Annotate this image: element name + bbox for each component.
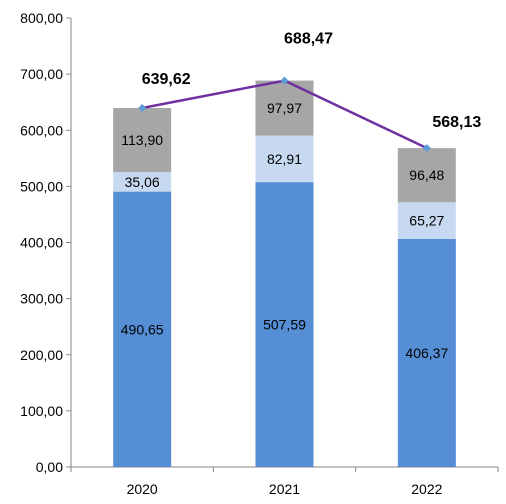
- y-tick-label: 600,00: [20, 122, 63, 138]
- bar-segment: [113, 191, 172, 467]
- y-tick-label: 100,00: [20, 403, 63, 419]
- data-label: 65,27: [409, 213, 444, 229]
- x-tick-label: 2020: [127, 481, 158, 497]
- y-tick-label: 200,00: [20, 347, 63, 363]
- y-tick-label: 300,00: [20, 291, 63, 307]
- bar-segment: [255, 182, 314, 467]
- data-label: 406,37: [405, 345, 448, 361]
- bar-segment: [113, 108, 172, 172]
- bar-segment: [255, 135, 314, 183]
- y-tick-label: 500,00: [20, 178, 63, 194]
- total-point-marker: [422, 144, 431, 153]
- data-label: 35,06: [125, 174, 160, 190]
- data-label: 507,59: [263, 317, 306, 333]
- bar-segment: [397, 148, 456, 203]
- data-label: 490,65: [121, 321, 164, 337]
- x-axis: 2020 2021 2022: [70, 466, 499, 497]
- y-tick-label: 700,00: [20, 66, 63, 82]
- bar-segment: [397, 238, 456, 467]
- bar-segment: [113, 171, 172, 192]
- data-label: 113,90: [121, 132, 163, 148]
- x-tick-label: 2022: [411, 481, 442, 497]
- data-label: 97,97: [267, 100, 302, 116]
- bar-stacks: 490,65 35,06 113,90 507,59 82,91 97,97 406,37 6…: [113, 80, 456, 467]
- total-point-marker: [280, 76, 289, 85]
- x-tick-label: 2021: [269, 481, 300, 497]
- y-axis: 0,00 100,00 200,00 300,00 400,00 500,00 600,00…: [20, 10, 72, 475]
- total-line: 639,62 688,47 568,13: [138, 31, 481, 153]
- total-label: 639,62: [142, 71, 191, 88]
- total-point-marker: [138, 104, 147, 113]
- data-label: 96,48: [409, 167, 444, 183]
- total-label: 568,13: [432, 114, 481, 131]
- y-tick-label: 0,00: [36, 459, 63, 475]
- data-label: 82,91: [267, 151, 302, 167]
- y-tick-label: 800,00: [20, 10, 63, 26]
- y-tick-label: 400,00: [20, 235, 63, 251]
- total-label: 688,47: [284, 31, 333, 48]
- bar-segment: [397, 202, 456, 239]
